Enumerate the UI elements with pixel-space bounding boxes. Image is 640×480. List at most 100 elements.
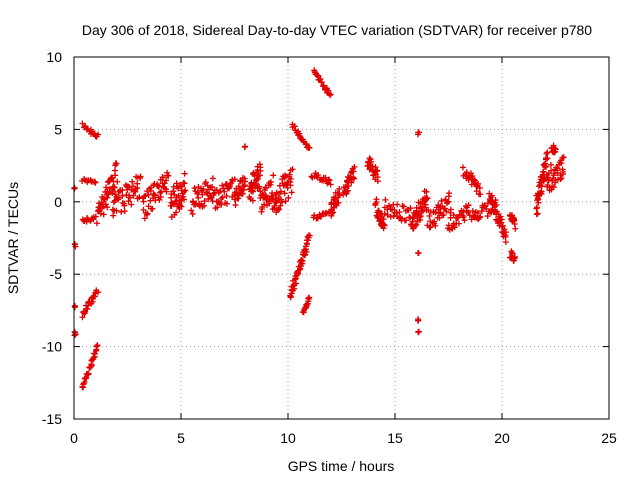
data-point [413, 221, 420, 228]
data-point [195, 194, 202, 201]
data-point [293, 280, 300, 287]
data-point [373, 198, 380, 205]
data-point [111, 184, 118, 191]
data-point [460, 214, 467, 221]
data-point [113, 207, 120, 214]
data-point [189, 211, 196, 218]
data-point [178, 183, 185, 190]
data-point [535, 199, 542, 206]
data-point [327, 91, 334, 98]
x-tick-label: 0 [70, 430, 78, 446]
data-point [512, 225, 519, 232]
data-point [91, 350, 98, 357]
data-point [254, 175, 261, 182]
data-point [424, 195, 431, 202]
data-point [175, 185, 182, 192]
data-point [558, 160, 565, 167]
data-point [188, 207, 195, 214]
data-point [136, 194, 143, 201]
data-point [218, 201, 225, 208]
data-point [369, 163, 376, 170]
data-point [476, 184, 483, 191]
data-point [445, 193, 452, 200]
data-point [554, 167, 561, 174]
data-point [493, 201, 500, 208]
data-point [474, 209, 481, 216]
data-point [102, 201, 109, 208]
data-point [381, 210, 388, 217]
data-point [431, 218, 438, 225]
data-point [415, 250, 422, 257]
data-point [130, 192, 137, 199]
data-point [440, 212, 447, 219]
data-point [109, 175, 116, 182]
data-point [317, 75, 324, 82]
y-tick-label: 10 [46, 49, 62, 65]
data-point [194, 189, 201, 196]
data-point [178, 203, 185, 210]
data-point [165, 172, 172, 179]
data-point [223, 193, 230, 200]
data-point [469, 208, 476, 215]
data-point [200, 186, 207, 193]
data-point [544, 155, 551, 162]
data-point [422, 201, 429, 208]
data-point [121, 208, 128, 215]
data-point [381, 222, 388, 229]
data-point [473, 188, 480, 195]
data-point [134, 184, 141, 191]
y-tick-label: 0 [54, 194, 62, 210]
data-point [121, 202, 128, 209]
data-point [82, 122, 89, 129]
data-point [180, 193, 187, 200]
data-point [459, 164, 466, 171]
data-point [418, 208, 425, 215]
data-point [315, 171, 322, 178]
data-point [137, 173, 144, 180]
data-point [160, 174, 167, 181]
data-point [542, 160, 549, 167]
data-point [239, 190, 246, 197]
data-point [163, 177, 170, 184]
data-point [97, 210, 104, 217]
grid-lines [74, 57, 609, 419]
data-point [282, 172, 289, 179]
data-point [335, 199, 342, 206]
data-point [318, 79, 325, 86]
data-point [217, 187, 224, 194]
data-point [173, 209, 180, 216]
data-point [262, 184, 269, 191]
data-point [112, 172, 119, 179]
data-point [546, 176, 553, 183]
data-point [410, 215, 417, 222]
data-point [170, 201, 177, 208]
data-point [181, 180, 188, 187]
data-point [324, 180, 331, 187]
data-point [113, 160, 120, 167]
data-point [372, 164, 379, 171]
data-point [219, 194, 226, 201]
x-tick-label: 5 [177, 430, 185, 446]
data-point [176, 200, 183, 207]
data-point [118, 208, 125, 215]
data-point [214, 204, 221, 211]
data-point [287, 293, 294, 300]
data-point [375, 207, 382, 214]
data-point [191, 185, 198, 192]
chart-title: Day 306 of 2018, Sidereal Day-to-day VTE… [82, 22, 592, 38]
data-point [380, 216, 387, 223]
data-point [427, 224, 434, 231]
data-point [223, 200, 230, 207]
data-point [199, 191, 206, 198]
data-point [547, 161, 554, 168]
data-point [350, 174, 357, 181]
data-point [103, 184, 110, 191]
data-point [276, 206, 283, 213]
data-point [270, 172, 277, 179]
data-point [385, 202, 392, 209]
data-point [287, 175, 294, 182]
data-point [278, 199, 285, 206]
data-point [145, 191, 152, 198]
data-point [95, 131, 102, 138]
data-point [322, 174, 329, 181]
